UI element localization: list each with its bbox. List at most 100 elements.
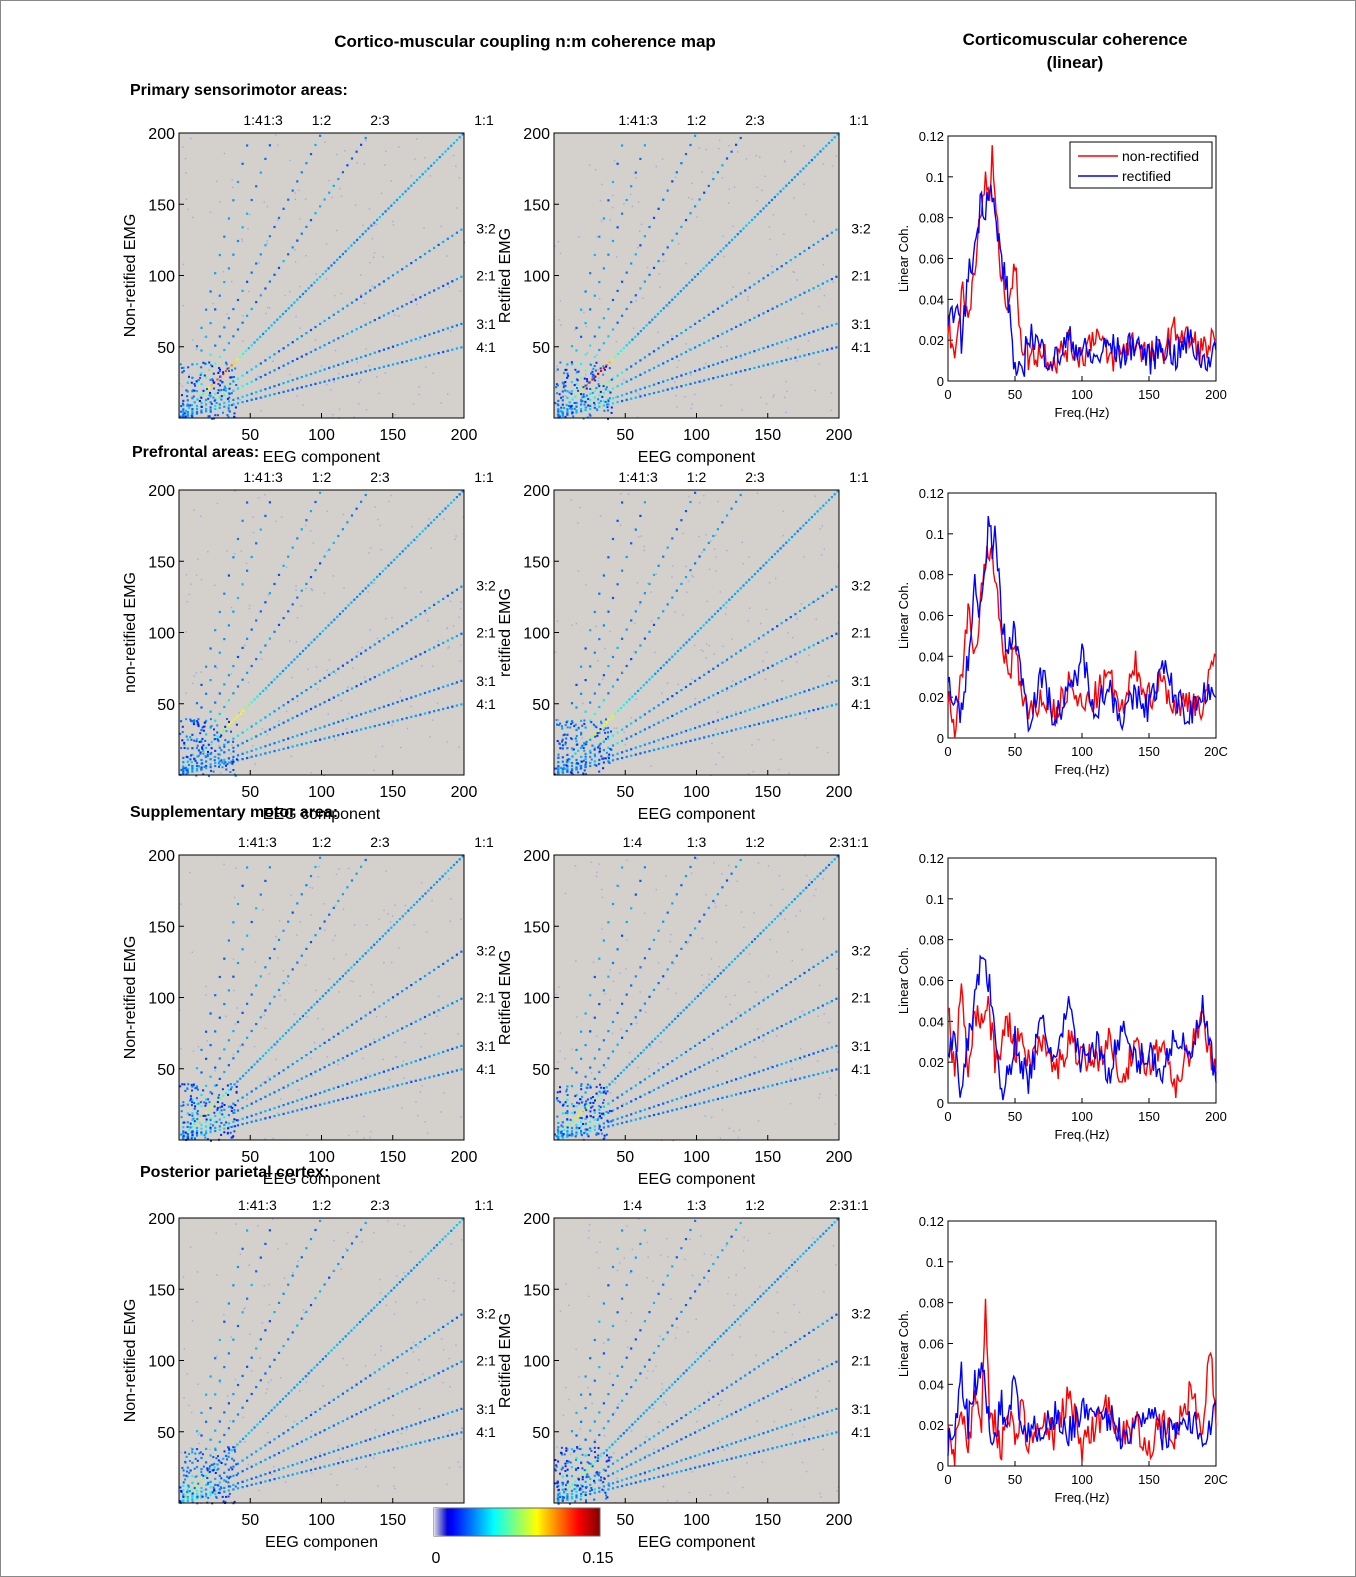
coupling-point [639, 157, 642, 160]
coupling-point [293, 1386, 296, 1389]
coupling-point [739, 1076, 742, 1079]
noise-point [781, 680, 784, 682]
noise-point [348, 867, 350, 870]
low-freq-point [593, 1109, 596, 1112]
coupling-point [358, 957, 362, 961]
coupling-point [607, 737, 610, 740]
noise-point [677, 683, 680, 686]
coupling-point [662, 920, 665, 923]
coupling-point [250, 1465, 253, 1468]
coupling-point [360, 682, 363, 685]
coupling-point [599, 369, 603, 373]
coupling-point [224, 1091, 228, 1095]
noise-point [353, 416, 355, 418]
low-freq-point [226, 1084, 229, 1087]
coupling-point [810, 516, 813, 519]
coupling-point [656, 312, 660, 316]
noise-point [817, 1015, 819, 1017]
noise-point [637, 201, 640, 203]
low-freq-point [584, 773, 587, 775]
noise-point [354, 204, 357, 206]
coupling-point [410, 184, 413, 187]
coupling-point [195, 1067, 199, 1070]
coupling-point [191, 413, 194, 416]
coupling-point [827, 141, 831, 145]
coupling-point [300, 712, 303, 715]
coupling-point [607, 921, 610, 924]
coupling-point [739, 354, 742, 357]
coupling-point [195, 1112, 199, 1115]
coupling-point [826, 1047, 829, 1050]
coupling-point [593, 746, 596, 749]
coupling-point [675, 692, 678, 695]
coupling-point [378, 573, 381, 576]
noise-point [720, 346, 722, 348]
coupling-point [691, 635, 694, 638]
coupling-point [630, 1023, 633, 1026]
coupling-point [291, 1082, 294, 1085]
coupling-point [360, 1380, 363, 1383]
low-freq-point [227, 415, 230, 418]
low-freq-point [605, 751, 608, 754]
coupling-point [236, 759, 240, 762]
coupling-point [616, 162, 619, 165]
low-freq-point [217, 753, 220, 756]
low-freq-point [563, 384, 566, 387]
low-freq-point [579, 764, 582, 767]
coupling-point [367, 584, 370, 587]
coupling-point [730, 1079, 733, 1082]
coupling-point [256, 695, 259, 698]
coupling-point [593, 1128, 596, 1131]
noise-point [234, 1023, 236, 1025]
coupling-point [577, 392, 580, 395]
coupling-point [568, 758, 571, 761]
coupling-point [284, 1395, 287, 1398]
noise-point [338, 372, 340, 375]
coupling-point [384, 567, 387, 570]
coupling-point [812, 644, 815, 647]
coupling-point [657, 347, 660, 350]
coupling-point [776, 915, 779, 918]
coupling-point [684, 1094, 688, 1098]
noise-point [283, 930, 286, 932]
right-header-line2: (linear) [1046, 53, 1104, 72]
coupling-point [698, 1102, 701, 1105]
noise-point [299, 327, 301, 329]
coupling-point [833, 858, 836, 861]
coupling-point [584, 369, 587, 372]
coupling-point [233, 1083, 236, 1086]
coupling-point [812, 1052, 815, 1055]
coupling-point [437, 1052, 440, 1055]
low-freq-point [221, 1105, 223, 1108]
coupling-point [611, 1109, 615, 1112]
ratio-label-right: 3:1 [851, 673, 871, 689]
coupling-point [571, 398, 574, 401]
noise-point [727, 299, 729, 302]
coupling-point [259, 1084, 262, 1087]
noise-point [310, 771, 312, 774]
coupling-point [733, 235, 737, 239]
coupling-point [762, 364, 765, 367]
coupling-point [337, 1262, 340, 1266]
coupling-point [798, 712, 802, 715]
coupling-point [602, 740, 605, 743]
noise-point [823, 1050, 826, 1053]
noise-point [204, 336, 206, 338]
noise-point [334, 739, 336, 741]
coupling-point [262, 1054, 265, 1057]
low-freq-point [204, 1114, 207, 1117]
noise-point [349, 980, 352, 982]
coupling-point [671, 714, 674, 717]
coupling-point [346, 1096, 349, 1099]
coupling-point [319, 205, 322, 208]
noise-point [322, 903, 325, 905]
coupling-point [762, 634, 765, 637]
coupling-point [725, 244, 728, 247]
low-freq-point [205, 1102, 208, 1105]
coupling-point [264, 1329, 267, 1332]
noise-point [810, 602, 813, 605]
coupling-point [309, 383, 313, 387]
coupling-point [232, 1125, 235, 1128]
coupling-point [821, 594, 824, 597]
coupling-point [630, 754, 633, 757]
